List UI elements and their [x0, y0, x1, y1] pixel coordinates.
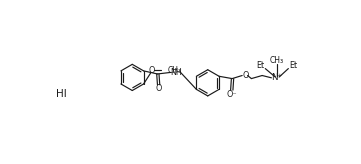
Text: O: O	[156, 84, 162, 93]
Text: Et: Et	[257, 61, 265, 70]
Text: O: O	[148, 66, 155, 75]
Text: CH₃: CH₃	[168, 66, 182, 75]
Text: O: O	[242, 71, 248, 80]
Text: NH: NH	[170, 68, 182, 77]
Text: HI: HI	[56, 89, 67, 99]
Text: N⁺: N⁺	[271, 73, 282, 82]
Text: CH₃: CH₃	[270, 56, 284, 65]
Text: O⁻: O⁻	[226, 90, 237, 99]
Text: Et: Et	[289, 61, 297, 70]
